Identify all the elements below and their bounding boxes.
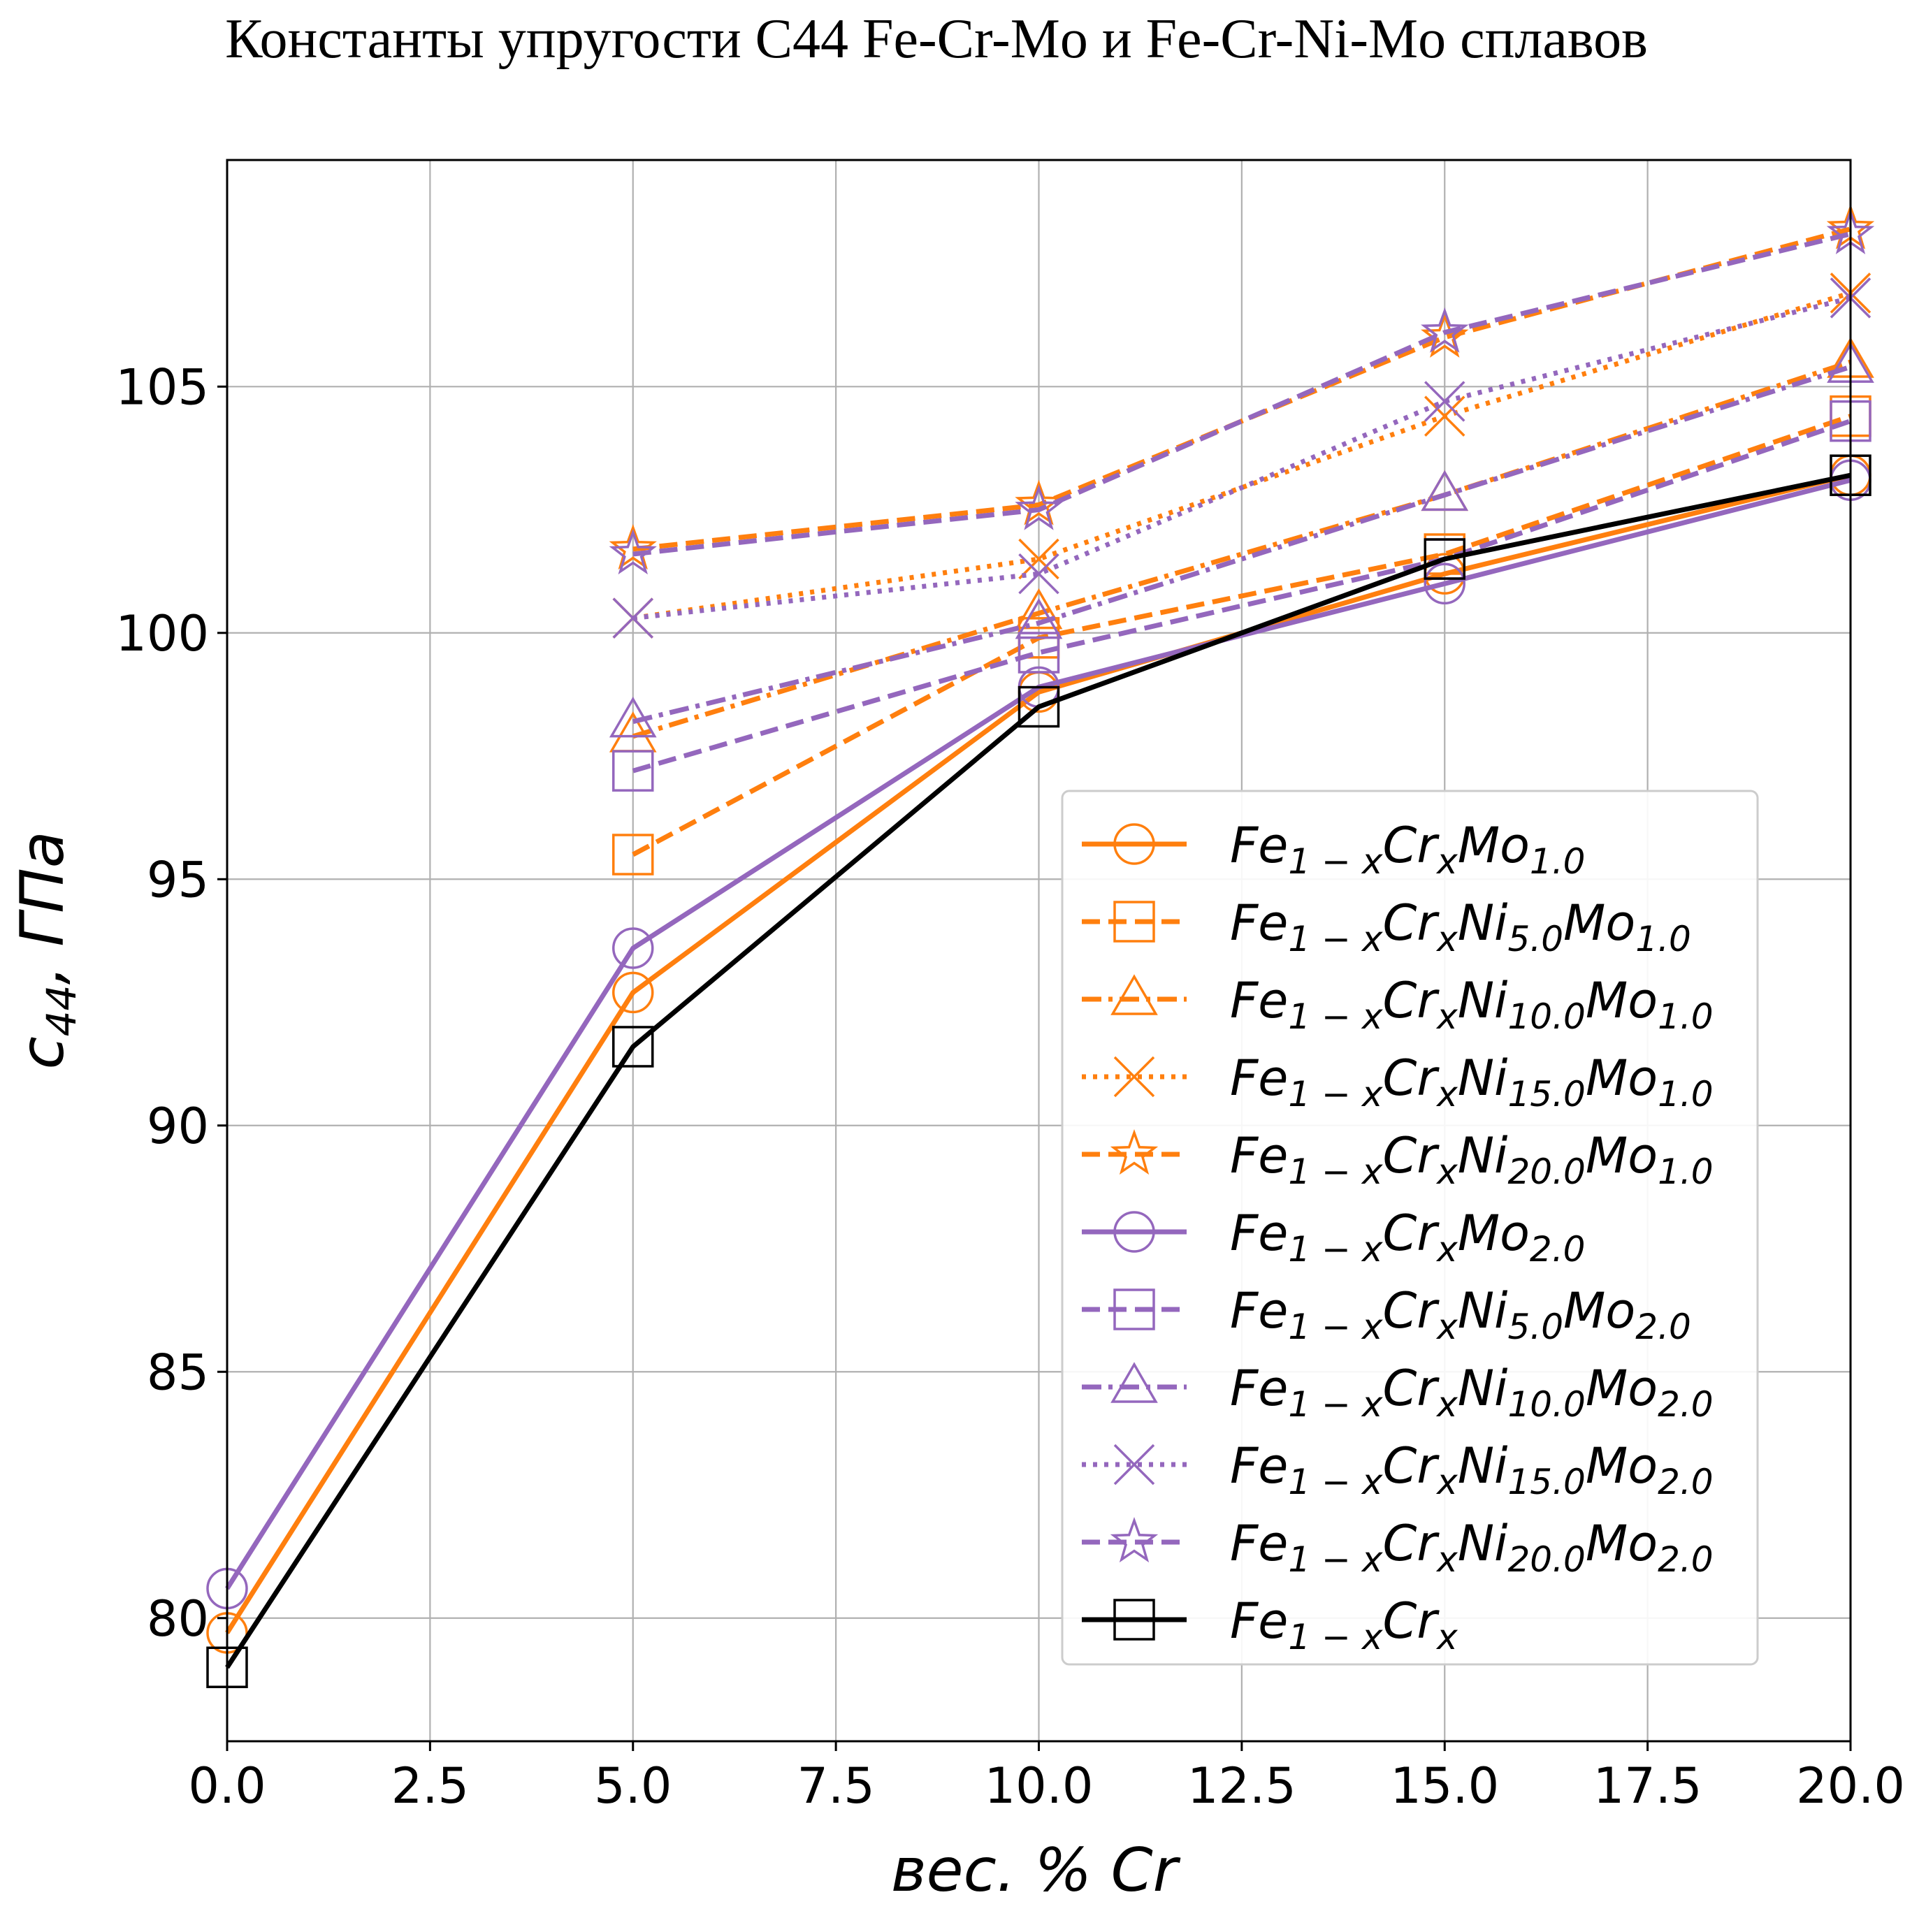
legend-label-9: Fe1 − xCrxNi20.0Mo2.0 xyxy=(1230,1515,1714,1580)
y-tick-label: 80 xyxy=(147,1590,209,1648)
x-tick-label: 2.5 xyxy=(391,1757,469,1815)
x-axis-label: вес. % Cr xyxy=(891,1836,1181,1905)
data-point-8-0 xyxy=(612,597,653,639)
series-layer xyxy=(206,203,1875,1689)
series-line-4 xyxy=(632,226,1851,552)
series-line-8 xyxy=(632,296,1851,621)
legend-marker-6 xyxy=(1113,1288,1155,1330)
tick-layer: 0.0 2.5 5.0 7.5 10.0 12.5 15.0 17.5 20.0 80 85 90 95… xyxy=(115,358,1905,1815)
legend-marker-3 xyxy=(1113,1056,1155,1098)
data-point-8-1 xyxy=(1018,553,1059,595)
data-point-5-3 xyxy=(1424,562,1465,605)
legend-label-2: Fe1 − xCrxNi10.0Mo1.0 xyxy=(1230,972,1714,1037)
legend-label-3: Fe1 − xCrxNi15.0Mo1.0 xyxy=(1230,1049,1714,1114)
legend-marker-2 xyxy=(1110,974,1158,1015)
data-point-7-2 xyxy=(1421,470,1469,511)
x-tick-label: 12.5 xyxy=(1187,1757,1296,1815)
legend-entry-9: Fe1 − xCrxNi20.0Mo2.0 xyxy=(1082,1515,1714,1580)
legend-marker-9 xyxy=(1110,1517,1159,1563)
data-point-2-1 xyxy=(1015,588,1063,630)
legend-label-5: Fe1 − xCrxMo2.0 xyxy=(1230,1205,1585,1270)
data-point-7-0 xyxy=(609,696,657,738)
data-point-6-0 xyxy=(612,750,654,792)
y-tick-label: 105 xyxy=(115,358,209,416)
data-point-10-3 xyxy=(1424,538,1465,580)
data-point-5-1 xyxy=(612,927,654,969)
legend-entry-4: Fe1 − xCrxNi20.0Mo1.0 xyxy=(1082,1127,1714,1192)
data-point-0-1 xyxy=(612,971,654,1014)
legend-marker-10 xyxy=(1113,1599,1155,1641)
data-point-10-2 xyxy=(1018,685,1060,728)
legend-marker-0 xyxy=(1113,823,1155,865)
legend-marker-5 xyxy=(1113,1211,1155,1253)
series-line-6 xyxy=(632,419,1852,773)
legend-entry-8: Fe1 − xCrxNi15.0Mo2.0 xyxy=(1082,1437,1714,1502)
data-point-4-0 xyxy=(609,523,657,570)
data-point-8-2 xyxy=(1424,381,1465,422)
y-tick-label: 95 xyxy=(147,851,209,908)
x-tick-label: 0.0 xyxy=(188,1757,266,1815)
legend-box xyxy=(1061,790,1759,1666)
legend-entry-7: Fe1 − xCrxNi10.0Mo2.0 xyxy=(1082,1360,1714,1425)
x-tick-label: 15.0 xyxy=(1390,1757,1499,1815)
data-point-9-0 xyxy=(609,529,657,575)
y-tick-label: 85 xyxy=(147,1344,209,1401)
legend-entry-5: Fe1 − xCrxMo2.0 xyxy=(1082,1205,1585,1270)
series-7 xyxy=(609,342,1874,738)
series-8 xyxy=(612,277,1871,639)
legend-label-7: Fe1 − xCrxNi10.0Mo2.0 xyxy=(1230,1360,1714,1425)
legend: Fe1 − xCrxMo1.0 Fe1 − xCrxNi5.0Mo1.0 Fe1 −… xyxy=(1061,790,1759,1666)
series-line-0 xyxy=(225,472,1851,1634)
legend-entry-1: Fe1 − xCrxNi5.0Mo1.0 xyxy=(1082,894,1691,959)
legend-label-10: Fe1 − xCrx xyxy=(1230,1592,1458,1657)
data-point-7-1 xyxy=(1015,597,1063,639)
data-point-6-1 xyxy=(1018,632,1060,674)
legend-entry-6: Fe1 − xCrxNi5.0Mo2.0 xyxy=(1082,1282,1691,1347)
data-point-9-2 xyxy=(1421,307,1469,353)
legend-entry-10: Fe1 − xCrx xyxy=(1082,1592,1458,1657)
legend-label-1: Fe1 − xCrxNi5.0Mo1.0 xyxy=(1230,894,1691,959)
series-line-3 xyxy=(632,290,1852,621)
chart-title: Константы упругости C44 Fe-Cr-Mo и Fe-Cr… xyxy=(225,8,1648,70)
legend-marker-1 xyxy=(1113,901,1155,943)
legend-label-8: Fe1 − xCrxNi15.0Mo2.0 xyxy=(1230,1437,1714,1502)
legend-entry-3: Fe1 − xCrxNi15.0Mo1.0 xyxy=(1082,1049,1714,1114)
x-tick-label: 7.5 xyxy=(797,1757,874,1815)
x-tick-label: 17.5 xyxy=(1593,1757,1702,1815)
x-tick-label: 20.0 xyxy=(1796,1757,1905,1815)
legend-marker-7 xyxy=(1110,1362,1158,1403)
data-point-4-1 xyxy=(1015,479,1063,525)
data-point-10-1 xyxy=(612,1026,654,1068)
data-point-3-1 xyxy=(1018,538,1059,580)
legend-marker-8 xyxy=(1113,1444,1155,1486)
legend-entry-0: Fe1 − xCrxMo1.0 xyxy=(1082,817,1585,882)
y-tick-label: 100 xyxy=(115,605,209,662)
legend-label-4: Fe1 − xCrxNi20.0Mo1.0 xyxy=(1230,1127,1714,1192)
data-point-1-0 xyxy=(612,834,654,876)
y-axis-label: c44, ГПа xyxy=(8,831,85,1069)
series-line-7 xyxy=(632,364,1852,725)
x-tick-label: 10.0 xyxy=(985,1757,1094,1815)
data-point-3-2 xyxy=(1424,395,1465,437)
data-point-9-1 xyxy=(1015,484,1063,530)
series-line-1 xyxy=(632,414,1852,857)
x-tick-label: 5.0 xyxy=(594,1757,672,1815)
legend-marker-4 xyxy=(1110,1129,1159,1175)
legend-label-0: Fe1 − xCrxMo1.0 xyxy=(1230,817,1585,882)
series-line-10 xyxy=(225,472,1851,1669)
legend-entry-2: Fe1 − xCrxNi10.0Mo1.0 xyxy=(1082,972,1714,1037)
y-tick-label: 90 xyxy=(147,1098,209,1155)
legend-label-6: Fe1 − xCrxNi5.0Mo2.0 xyxy=(1230,1282,1691,1347)
